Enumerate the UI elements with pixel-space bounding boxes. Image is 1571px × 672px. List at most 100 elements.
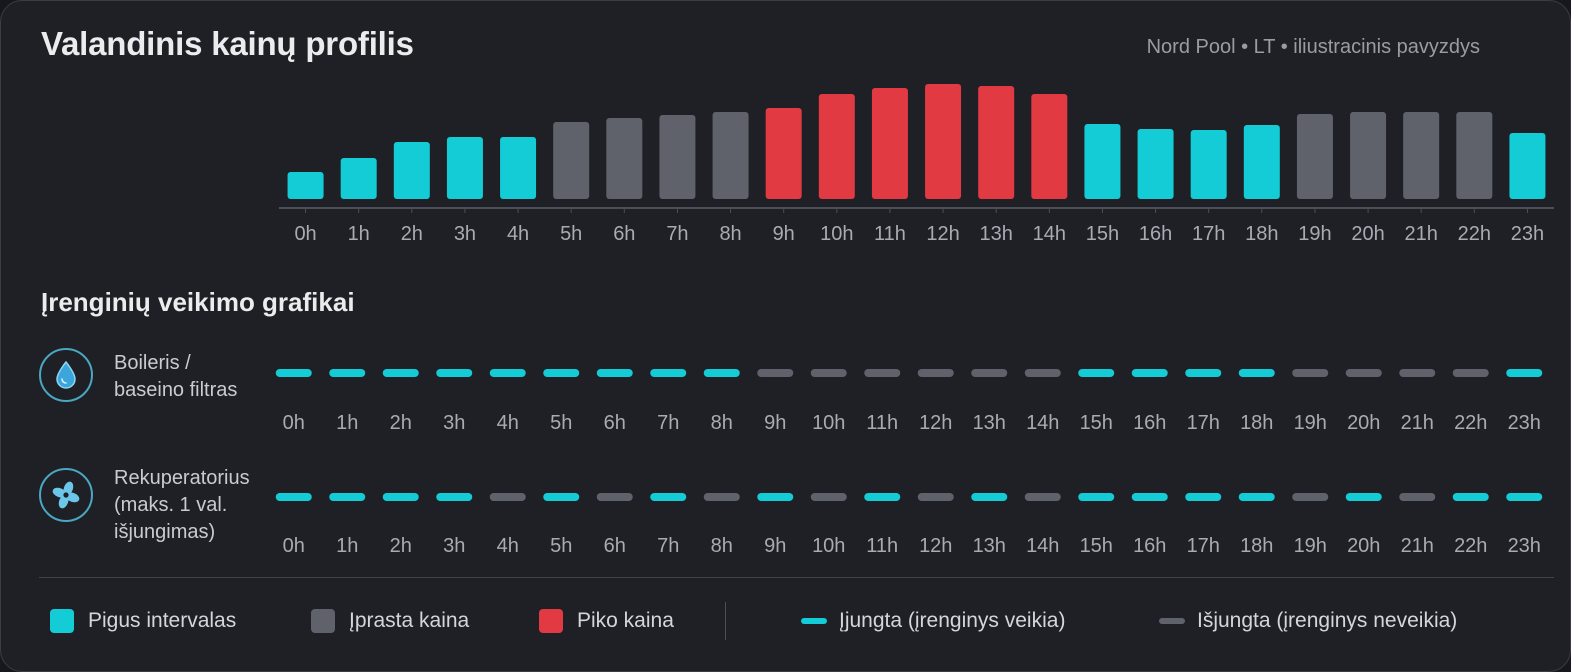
schedule-hour-label: 17h	[1187, 535, 1220, 557]
schedule-hour-label: 23h	[1508, 535, 1541, 557]
price-bar-3h	[446, 137, 483, 199]
x-tick-label: 9h	[773, 223, 795, 245]
schedule-dash-off	[917, 369, 954, 377]
price-bar-7h	[659, 115, 696, 199]
device-label-line: Boileris /	[114, 352, 191, 374]
devices-section-title: Įrenginių veikimo grafikai	[41, 287, 355, 317]
schedule-hour-label: 11h	[866, 412, 898, 434]
schedule-dash-on	[864, 493, 901, 501]
schedule-dash-on	[382, 493, 419, 501]
x-tick-label: 5h	[560, 223, 582, 245]
off-dash	[1159, 618, 1185, 624]
schedule-hour-label: 9h	[764, 535, 786, 557]
schedule-dash-on	[1238, 493, 1275, 501]
device-label-line: Rekuperatorius	[114, 467, 250, 489]
x-tick-label: 3h	[454, 223, 476, 245]
x-tick-label: 0h	[294, 223, 316, 245]
device-schedules: 0h 1h 2h 3h 4h 5h 6h 7h 8h 9h 10h 11h 12h 13h 14h 15h 16…	[275, 369, 1543, 557]
schedule-hour-label: 4h	[497, 535, 519, 557]
schedule-dash-on	[1185, 369, 1222, 377]
price-bar-14h	[1031, 94, 1068, 199]
schedule-dash-off	[864, 369, 901, 377]
schedule-hour-label: 15h	[1080, 535, 1113, 557]
schedule-dash-on	[329, 369, 366, 377]
schedule-dash-on	[971, 493, 1008, 501]
price-bar-2h	[393, 142, 430, 199]
schedule-dash-off	[703, 493, 740, 501]
schedule-hour-label: 16h	[1133, 412, 1166, 434]
legend-divider	[39, 577, 1554, 578]
price-bar-12h	[925, 84, 962, 199]
schedule-hour-label: 12h	[919, 535, 952, 557]
schedule-hour-label: 8h	[711, 412, 733, 434]
schedule-dash-on	[1506, 493, 1543, 501]
schedule-dash-on	[1452, 493, 1489, 501]
schedule-dash-on	[1131, 369, 1168, 377]
price-bar-23h	[1509, 133, 1546, 199]
schedule-dash-off	[810, 493, 847, 501]
schedule-hour-label: 5h	[550, 412, 572, 434]
price-bar-20h	[1350, 112, 1387, 199]
schedule-dash-off	[596, 493, 633, 501]
schedule-dash-off	[757, 369, 794, 377]
x-tick-label: 8h	[719, 223, 741, 245]
schedule-hour-label: 21h	[1401, 412, 1434, 434]
schedule-hour-label: 1h	[336, 412, 358, 434]
schedule-dash-on	[757, 493, 794, 501]
device-label-line: baseino filtras	[114, 379, 238, 401]
peak-swatch	[539, 609, 563, 633]
schedule-hour-label: 5h	[550, 535, 572, 557]
schedule-hour-label: 7h	[657, 412, 679, 434]
legend-label: Išjungta (įrenginys neveikia)	[1197, 609, 1458, 632]
x-tick-label: 12h	[926, 223, 959, 245]
x-tick-label: 21h	[1405, 223, 1438, 245]
legend-cheap: Pigus intervalas	[50, 606, 236, 636]
schedule-dash-on	[1185, 493, 1222, 501]
schedule-hour-label: 22h	[1454, 412, 1487, 434]
schedule-dash-on	[650, 369, 687, 377]
x-tick-label: 7h	[666, 223, 688, 245]
schedule-hour-label: 0h	[283, 535, 305, 557]
x-tick-label: 15h	[1086, 223, 1119, 245]
schedule-hour-label: 19h	[1294, 535, 1327, 557]
schedule-dash-on	[436, 369, 473, 377]
schedule-dash-off	[1292, 493, 1329, 501]
price-bar-5h	[553, 122, 590, 199]
schedule-hour-label: 22h	[1454, 535, 1487, 557]
price-bar-0h	[287, 172, 324, 199]
x-tick-label: 2h	[401, 223, 423, 245]
schedule-hour-label: 3h	[443, 535, 465, 557]
price-bar-17h	[1190, 130, 1227, 199]
price-bar-4h	[500, 137, 537, 199]
schedule-hour-label: 11h	[866, 535, 898, 557]
x-tick-label: 4h	[507, 223, 529, 245]
price-bar-1h	[340, 158, 377, 199]
hourly-price-bar-chart: 0h 1h 2h 3h 4h 5h 6h 7h 8h 9h 10h 11h 12h 13h 14h 15h 16…	[279, 84, 1554, 245]
schedule-dash-off	[1399, 369, 1436, 377]
page-title: Valandinis kainų profilis	[41, 25, 414, 62]
price-bar-21h	[1403, 112, 1440, 199]
legend-peak: Piko kaina	[539, 606, 674, 636]
cheap-swatch	[50, 609, 74, 633]
water-drop-icon	[39, 348, 93, 402]
x-tick-label: 18h	[1245, 223, 1278, 245]
schedule-dash-on	[543, 369, 580, 377]
legend-normal: Įprasta kaina	[311, 606, 469, 636]
schedule-hour-label: 16h	[1133, 535, 1166, 557]
schedule-hour-label: 10h	[812, 412, 845, 434]
schedule-dash-off	[1292, 369, 1329, 377]
price-bar-13h	[978, 86, 1015, 199]
legend-label: Įjungta (įrenginys veikia)	[839, 609, 1066, 632]
on-dash	[801, 618, 827, 624]
legend-separator	[725, 602, 726, 640]
schedule-hour-label: 14h	[1026, 535, 1059, 557]
schedule-dash-on	[543, 493, 580, 501]
device-label-recuperator: Rekuperatorius (maks. 1 val. išjungimas)	[114, 465, 250, 546]
x-tick-label: 16h	[1139, 223, 1172, 245]
schedule-dash-on	[329, 493, 366, 501]
schedule-hour-label: 17h	[1187, 412, 1220, 434]
schedule-dash-on	[489, 369, 526, 377]
schedule-dash-on	[650, 493, 687, 501]
schedule-hour-label: 4h	[497, 412, 519, 434]
schedule-hour-label: 6h	[604, 535, 626, 557]
